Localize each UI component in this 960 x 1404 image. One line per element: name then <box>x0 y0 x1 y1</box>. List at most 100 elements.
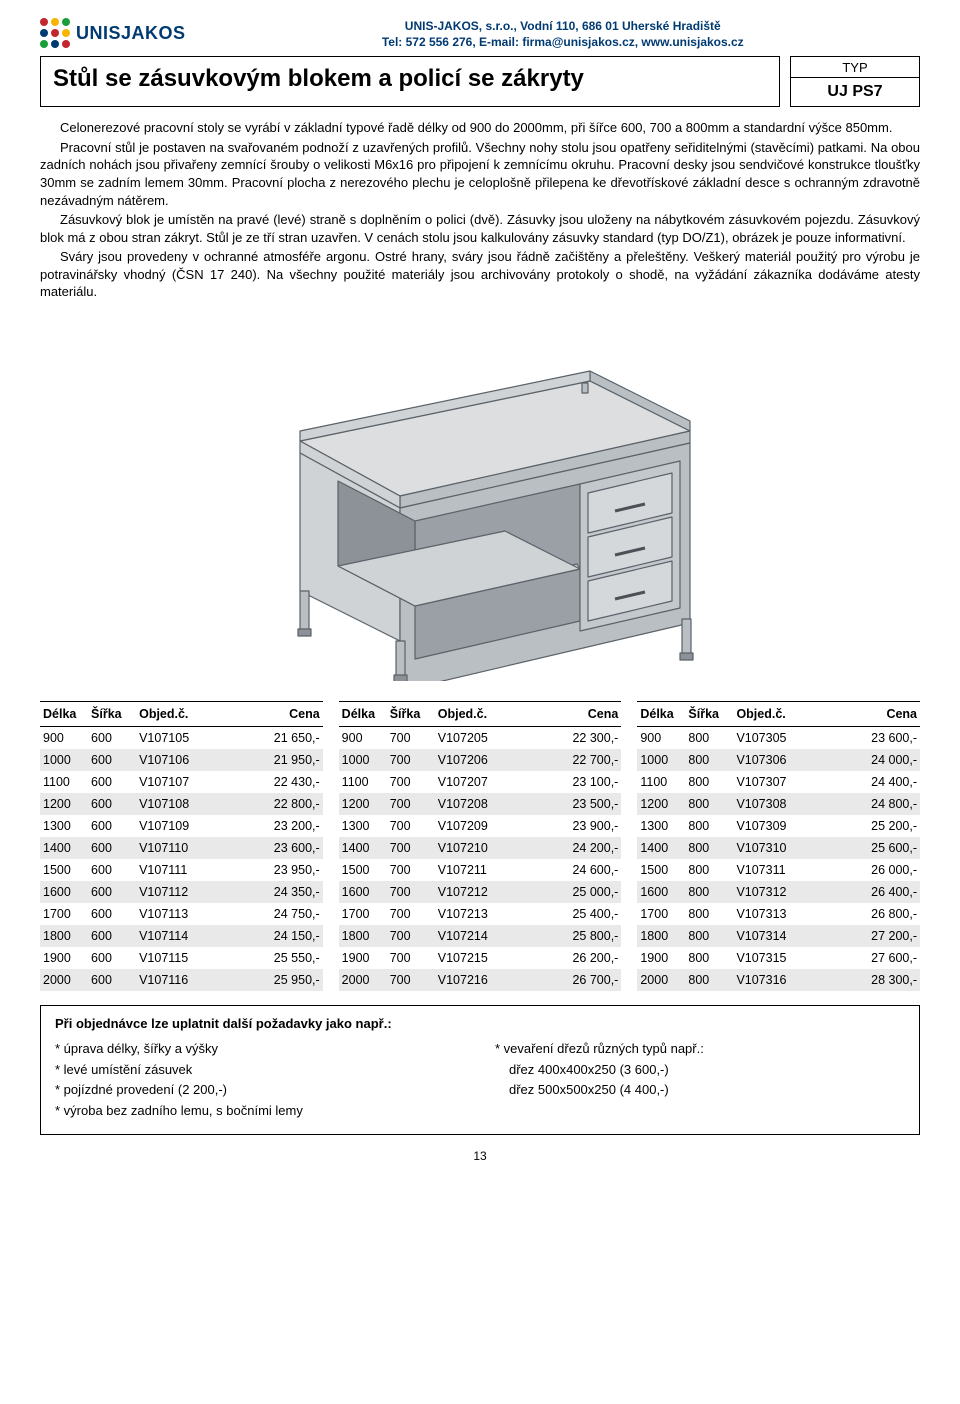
table-row: 1400800V10731025 600,- <box>637 837 920 859</box>
page-header: UNISJAKOS UNIS-JAKOS, s.r.o., Vodní 110,… <box>40 18 920 50</box>
cell-objedc: V107210 <box>435 837 528 859</box>
cell-cena: 24 350,- <box>229 881 322 903</box>
cell-cena: 23 100,- <box>528 771 621 793</box>
cell-objedc: V107216 <box>435 969 528 991</box>
table-row: 1000700V10720622 700,- <box>339 749 622 771</box>
th-delka: Délka <box>40 701 88 726</box>
cell-objedc: V107316 <box>733 969 826 991</box>
cell-delka: 1900 <box>40 947 88 969</box>
cell-cena: 23 600,- <box>229 837 322 859</box>
table-row: 1600600V10711224 350,- <box>40 881 323 903</box>
cell-delka: 1500 <box>40 859 88 881</box>
cell-cena: 22 800,- <box>229 793 322 815</box>
cell-delka: 1100 <box>339 771 387 793</box>
table-row: 1500700V10721124 600,- <box>339 859 622 881</box>
cell-objedc: V107108 <box>136 793 229 815</box>
cell-cena: 22 430,- <box>229 771 322 793</box>
description: Celonerezové pracovní stoly se vyrábí v … <box>40 119 920 300</box>
cell-objedc: V107115 <box>136 947 229 969</box>
cell-delka: 2000 <box>339 969 387 991</box>
cell-delka: 1400 <box>637 837 685 859</box>
cell-objedc: V107113 <box>136 903 229 925</box>
cell-delka: 900 <box>637 726 685 749</box>
cell-delka: 1000 <box>637 749 685 771</box>
cell-cena: 22 700,- <box>528 749 621 771</box>
table-row: 1300600V10710923 200,- <box>40 815 323 837</box>
cell-objedc: V107306 <box>733 749 826 771</box>
cell-cena: 26 000,- <box>827 859 920 881</box>
cell-cena: 24 400,- <box>827 771 920 793</box>
table-row: 1400700V10721024 200,- <box>339 837 622 859</box>
cell-cena: 23 950,- <box>229 859 322 881</box>
table-row: 1400600V10711023 600,- <box>40 837 323 859</box>
cell-cena: 24 750,- <box>229 903 322 925</box>
cell-delka: 2000 <box>637 969 685 991</box>
cell-sirka: 800 <box>685 749 733 771</box>
th-delka: Délka <box>637 701 685 726</box>
cell-cena: 21 950,- <box>229 749 322 771</box>
th-objedc: Objed.č. <box>136 701 229 726</box>
cell-objedc: V107206 <box>435 749 528 771</box>
cell-cena: 26 700,- <box>528 969 621 991</box>
cell-sirka: 700 <box>387 925 435 947</box>
cell-objedc: V107314 <box>733 925 826 947</box>
cell-sirka: 800 <box>685 771 733 793</box>
price-table-700: DélkaŠířkaObjed.č.Cena900700V10720522 30… <box>339 701 622 991</box>
th-sirka: Šířka <box>685 701 733 726</box>
table-row: 1800800V10731427 200,- <box>637 925 920 947</box>
options-left: úprava délky, šířky a výšky levé umístěn… <box>55 1039 465 1122</box>
option-item: levé umístění zásuvek <box>55 1060 465 1081</box>
cell-delka: 1800 <box>339 925 387 947</box>
price-table: DélkaŠířkaObjed.č.Cena900800V10730523 60… <box>637 701 920 991</box>
cell-delka: 1500 <box>339 859 387 881</box>
cell-objedc: V107208 <box>435 793 528 815</box>
option-item: dřez 500x500x250 (4 400,-) <box>495 1080 905 1101</box>
options-right: vevaření dřezů různých typů např.: dřez … <box>495 1039 905 1122</box>
table-row: 1600800V10731226 400,- <box>637 881 920 903</box>
table-row: 2000800V10731628 300,- <box>637 969 920 991</box>
price-table-800: DélkaŠířkaObjed.č.Cena900800V10730523 60… <box>637 701 920 991</box>
cell-objedc: V107111 <box>136 859 229 881</box>
table-row: 1200800V10730824 800,- <box>637 793 920 815</box>
cell-sirka: 800 <box>685 881 733 903</box>
cell-delka: 1000 <box>339 749 387 771</box>
company-info: UNIS-JAKOS, s.r.o., Vodní 110, 686 01 Uh… <box>206 18 920 50</box>
cell-sirka: 600 <box>88 793 136 815</box>
cell-delka: 1200 <box>40 793 88 815</box>
cell-delka: 1100 <box>637 771 685 793</box>
cell-delka: 1100 <box>40 771 88 793</box>
cell-objedc: V107116 <box>136 969 229 991</box>
cell-sirka: 700 <box>387 859 435 881</box>
company-line2: Tel: 572 556 276, E-mail: firma@unisjako… <box>206 34 920 50</box>
cell-cena: 25 550,- <box>229 947 322 969</box>
product-title: Stůl se zásuvkovým blokem a policí se zá… <box>40 56 780 107</box>
cell-delka: 1500 <box>637 859 685 881</box>
cell-objedc: V107312 <box>733 881 826 903</box>
cell-objedc: V107313 <box>733 903 826 925</box>
th-objedc: Objed.č. <box>435 701 528 726</box>
cell-delka: 1900 <box>637 947 685 969</box>
cell-sirka: 600 <box>88 815 136 837</box>
cell-sirka: 800 <box>685 859 733 881</box>
cell-delka: 1300 <box>339 815 387 837</box>
cell-sirka: 700 <box>387 793 435 815</box>
table-row: 1100600V10710722 430,- <box>40 771 323 793</box>
cell-sirka: 800 <box>685 726 733 749</box>
cell-objedc: V107209 <box>435 815 528 837</box>
cell-objedc: V107215 <box>435 947 528 969</box>
options-box: Při objednávce lze uplatnit další požada… <box>40 1005 920 1135</box>
cell-sirka: 700 <box>387 947 435 969</box>
th-sirka: Šířka <box>387 701 435 726</box>
cell-cena: 23 200,- <box>229 815 322 837</box>
table-row: 1000600V10710621 950,- <box>40 749 323 771</box>
table-row: 1900600V10711525 550,- <box>40 947 323 969</box>
cell-objedc: V107305 <box>733 726 826 749</box>
table-row: 1900800V10731527 600,- <box>637 947 920 969</box>
cell-cena: 24 200,- <box>528 837 621 859</box>
cell-objedc: V107310 <box>733 837 826 859</box>
table-icon <box>220 321 740 681</box>
cell-sirka: 600 <box>88 726 136 749</box>
cell-objedc: V107311 <box>733 859 826 881</box>
table-row: 1500600V10711123 950,- <box>40 859 323 881</box>
table-row: 1500800V10731126 000,- <box>637 859 920 881</box>
